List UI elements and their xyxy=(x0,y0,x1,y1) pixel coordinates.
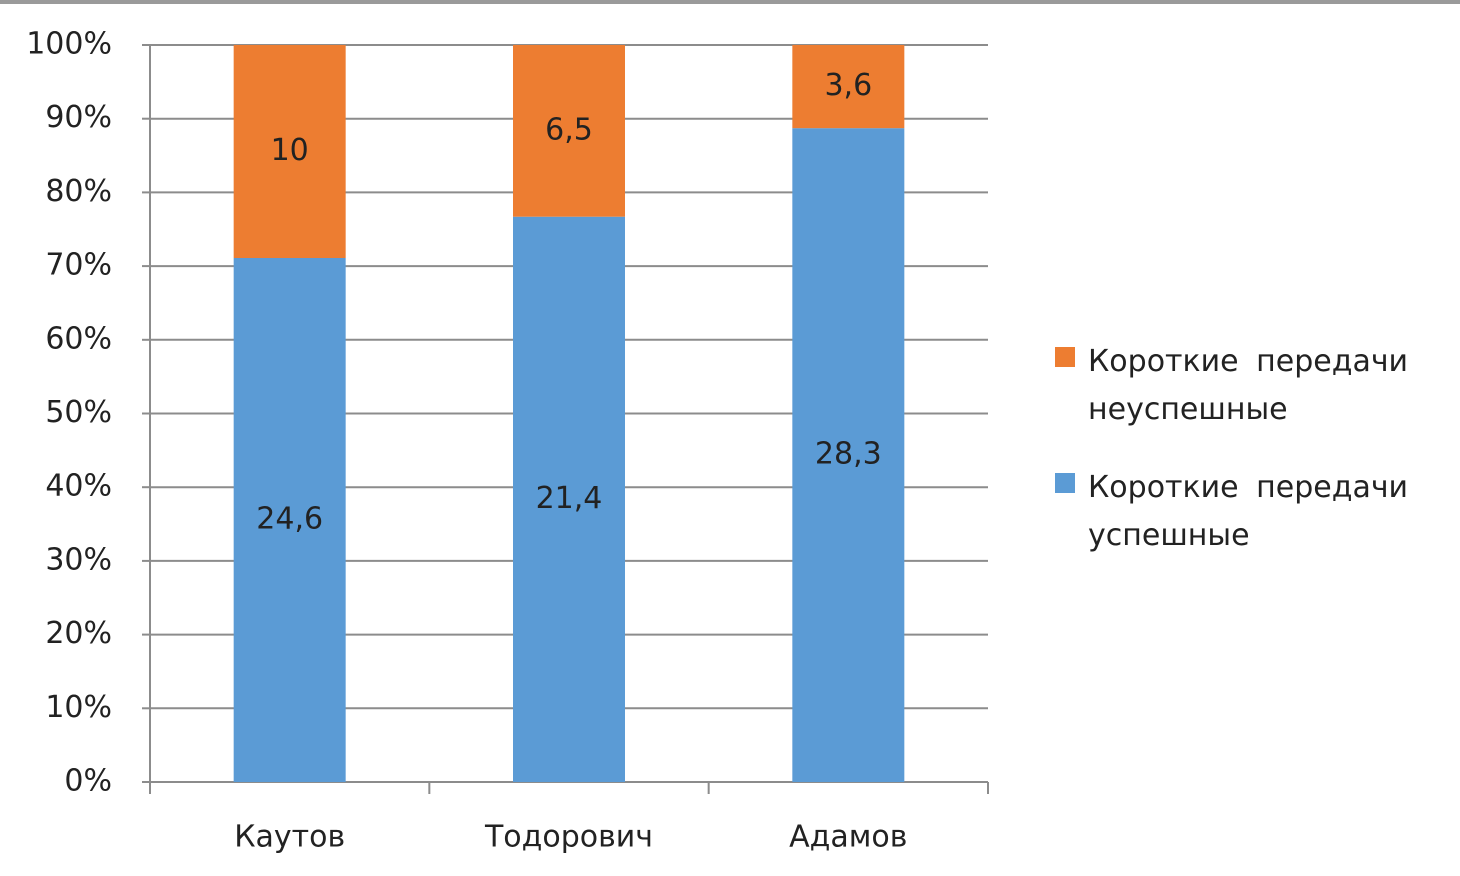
legend-item: Короткие передачи неуспешные xyxy=(1055,338,1435,434)
y-tick-label: 70% xyxy=(45,248,112,283)
y-tick-label: 60% xyxy=(45,321,112,356)
data-label: 3,6 xyxy=(824,68,872,103)
y-tick-label: 50% xyxy=(45,395,112,430)
bar-segment xyxy=(233,45,346,259)
data-label: 6,5 xyxy=(545,112,593,147)
y-tick-label: 20% xyxy=(45,616,112,651)
legend-swatch xyxy=(1055,473,1075,493)
y-tick-label: 40% xyxy=(45,469,112,504)
bar-segment xyxy=(513,45,625,217)
data-label: 28,3 xyxy=(815,437,882,472)
data-label: 24,6 xyxy=(256,502,323,537)
y-tick-label: 80% xyxy=(45,174,112,209)
data-label: 10 xyxy=(271,133,309,168)
x-tick-label: Каутов xyxy=(234,820,345,855)
legend-label: Короткие передачи неуспешные xyxy=(1088,344,1409,427)
y-tick-label: 30% xyxy=(45,542,112,577)
x-tick-label: Адамов xyxy=(789,820,907,855)
bar-segment xyxy=(513,216,625,782)
data-label: 21,4 xyxy=(536,481,603,516)
y-tick-label: 10% xyxy=(45,690,112,725)
y-tick-label: 0% xyxy=(64,764,112,799)
bar-segment xyxy=(792,128,905,782)
bar-segment xyxy=(233,258,346,783)
x-tick-label: Тодорович xyxy=(484,820,653,855)
y-tick-label: 100% xyxy=(26,27,112,62)
frame-top xyxy=(0,0,1460,4)
legend-swatch xyxy=(1055,347,1075,367)
y-tick-label: 90% xyxy=(45,100,112,135)
bar-segment xyxy=(792,45,905,129)
legend-label: Короткие передачи успешные xyxy=(1088,470,1409,553)
legend-item: Короткие передачи успешные xyxy=(1055,464,1435,560)
